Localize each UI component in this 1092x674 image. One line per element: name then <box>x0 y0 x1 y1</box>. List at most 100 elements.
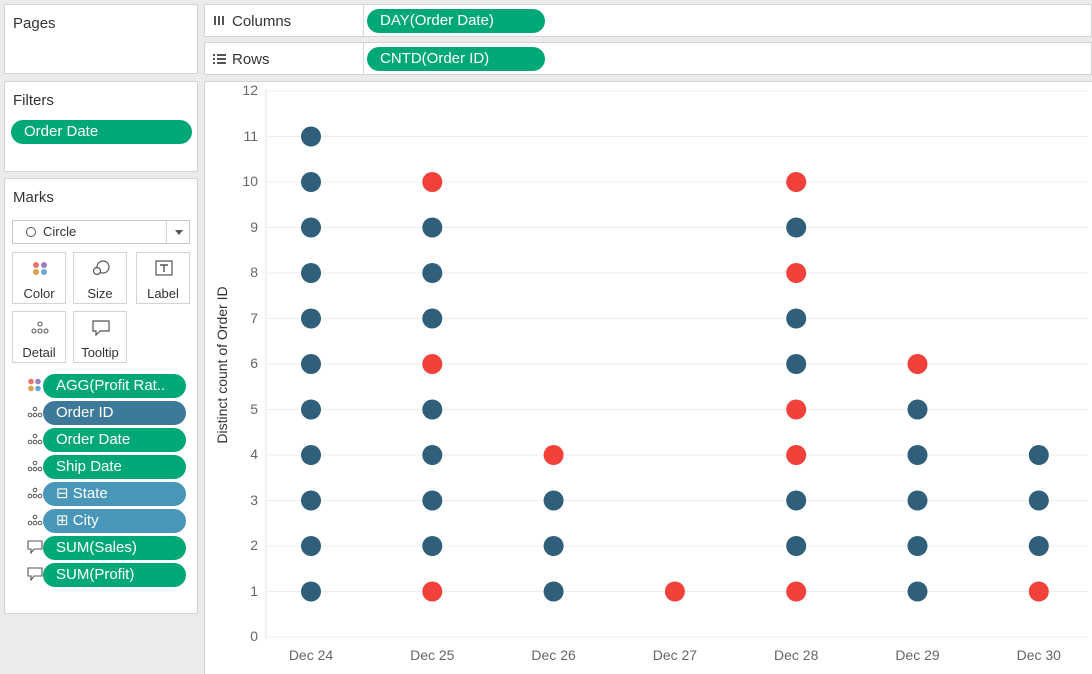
data-point[interactable] <box>907 399 928 420</box>
data-point[interactable] <box>422 217 443 238</box>
columns-label: Columns <box>232 13 292 30</box>
data-point[interactable] <box>907 581 928 602</box>
x-tick-label: Dec 26 <box>531 647 576 663</box>
tooltip-button[interactable]: Tooltip <box>73 311 127 363</box>
data-point[interactable] <box>543 490 564 511</box>
data-point[interactable] <box>1028 581 1049 602</box>
size-button[interactable]: Size <box>73 252 127 304</box>
data-point[interactable] <box>422 445 443 465</box>
data-point[interactable] <box>543 445 564 465</box>
data-point[interactable] <box>301 354 321 374</box>
data-point[interactable] <box>907 354 928 374</box>
data-point[interactable] <box>786 445 807 465</box>
data-point[interactable] <box>907 445 928 465</box>
tooltip-icon <box>92 320 110 336</box>
filters-card[interactable]: Filters Order Date <box>4 81 198 172</box>
mark-pill-sum-sales[interactable]: SUM(Sales) <box>43 536 186 560</box>
data-point[interactable] <box>1028 445 1049 465</box>
mark-pill-profit-ratio[interactable]: AGG(Profit Rat.. <box>43 374 186 398</box>
tooltip-icon <box>27 567 43 581</box>
data-point[interactable] <box>301 308 321 329</box>
data-point[interactable] <box>301 536 321 556</box>
y-tick-label: 0 <box>250 628 258 644</box>
mark-pill-sum-profit[interactable]: SUM(Profit) <box>43 563 186 587</box>
data-point[interactable] <box>786 536 807 556</box>
data-point[interactable] <box>907 536 928 556</box>
data-point[interactable] <box>786 263 807 283</box>
data-point[interactable] <box>786 581 807 602</box>
x-tick-label: Dec 25 <box>410 647 455 663</box>
mark-type-dropdown[interactable]: Circle <box>12 220 190 244</box>
data-point[interactable] <box>664 581 685 602</box>
data-point[interactable] <box>907 490 928 511</box>
filter-pill-order-date[interactable]: Order Date <box>11 120 192 144</box>
color-icon <box>28 378 41 392</box>
marks-card: Marks Circle Color Size Label <box>4 178 198 614</box>
data-point[interactable] <box>422 581 443 602</box>
data-point[interactable] <box>422 263 443 283</box>
columns-pill-day-order-date[interactable]: DAY(Order Date) <box>367 9 545 33</box>
mark-pill-city[interactable]: ⊞ City <box>43 509 186 533</box>
data-point[interactable] <box>422 354 443 374</box>
data-point[interactable] <box>301 217 321 238</box>
data-point[interactable] <box>301 399 321 420</box>
data-point[interactable] <box>786 399 807 420</box>
pages-card[interactable]: Pages <box>4 4 198 74</box>
tooltip-icon <box>27 540 43 554</box>
data-point[interactable] <box>543 581 564 602</box>
data-point[interactable] <box>1028 536 1049 556</box>
label-button[interactable]: Label <box>136 252 190 304</box>
data-point[interactable] <box>301 490 321 511</box>
x-tick-label: Dec 24 <box>288 647 334 663</box>
data-point[interactable] <box>1028 490 1049 511</box>
detail-icon <box>27 406 43 418</box>
mark-pill-ship-date[interactable]: Ship Date <box>43 455 186 479</box>
data-point[interactable] <box>301 581 321 602</box>
data-point[interactable] <box>786 354 807 374</box>
data-point[interactable] <box>422 399 443 420</box>
data-point[interactable] <box>786 308 807 329</box>
label-button-label: Label <box>147 286 179 301</box>
y-tick-label: 5 <box>250 400 258 417</box>
x-tick-label: Dec 30 <box>1016 647 1061 663</box>
detail-button[interactable]: Detail <box>12 311 66 363</box>
color-button[interactable]: Color <box>12 252 66 304</box>
data-point[interactable] <box>422 536 443 556</box>
color-icon <box>33 262 47 275</box>
mark-pill-order-date[interactable]: Order Date <box>43 428 186 452</box>
data-point[interactable] <box>422 490 443 511</box>
columns-shelf[interactable]: Columns DAY(Order Date) <box>204 4 1092 37</box>
detail-button-label: Detail <box>22 345 56 360</box>
data-point[interactable] <box>301 126 321 147</box>
mark-pill-state[interactable]: ⊟ State <box>43 482 186 506</box>
data-point[interactable] <box>422 308 443 329</box>
color-button-label: Color <box>23 286 55 301</box>
y-tick-label: 1 <box>250 582 258 599</box>
detail-icon <box>27 487 43 499</box>
data-point[interactable] <box>301 445 321 465</box>
data-point[interactable] <box>786 172 807 192</box>
y-tick-label: 4 <box>250 446 258 462</box>
chevron-down-icon <box>175 230 183 235</box>
mark-pill-order-id[interactable]: Order ID <box>43 401 186 425</box>
rows-pill-cntd-order-id[interactable]: CNTD(Order ID) <box>367 47 545 71</box>
data-point[interactable] <box>301 172 321 192</box>
y-tick-label: 3 <box>250 491 258 508</box>
data-point[interactable] <box>543 536 564 556</box>
detail-icon <box>27 514 43 526</box>
size-icon <box>92 260 110 276</box>
size-button-label: Size <box>87 286 113 301</box>
data-point[interactable] <box>301 263 321 283</box>
detail-icon <box>27 460 43 472</box>
y-tick-label: 6 <box>250 355 258 371</box>
columns-icon <box>214 16 224 25</box>
data-point[interactable] <box>786 490 807 511</box>
rows-shelf[interactable]: Rows CNTD(Order ID) <box>204 42 1092 75</box>
detail-icon <box>27 433 43 445</box>
data-point[interactable] <box>422 172 443 192</box>
x-tick-label: Dec 28 <box>774 647 819 663</box>
data-point[interactable] <box>786 217 807 238</box>
x-tick-label: Dec 29 <box>895 647 940 663</box>
y-tick-label: 2 <box>250 537 258 553</box>
